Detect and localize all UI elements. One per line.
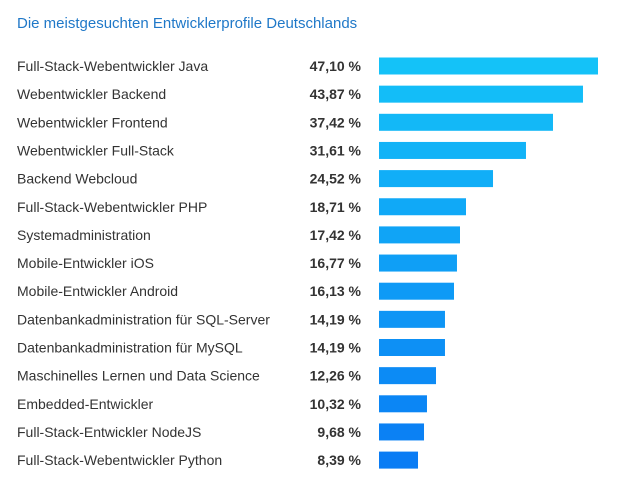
bar	[379, 85, 583, 103]
category-label: Webentwickler Full-Stack	[17, 142, 175, 158]
category-label: Full-Stack-Entwickler NodeJS	[17, 424, 201, 440]
category-label: Datenbankadministration für MySQL	[17, 340, 243, 356]
bar	[379, 310, 445, 328]
category-label: Systemadministration	[17, 227, 151, 243]
category-label: Mobile-Entwickler Android	[17, 283, 178, 299]
category-label: Mobile-Entwickler iOS	[17, 255, 154, 271]
category-label: Datenbankadministration für SQL-Server	[17, 311, 270, 327]
bar	[379, 395, 427, 413]
bar	[379, 57, 598, 75]
value-label: 18,71 %	[310, 199, 362, 215]
bar	[379, 141, 526, 159]
category-label: Full-Stack-Webentwickler Java	[17, 58, 208, 74]
category-label: Backend Webcloud	[17, 171, 137, 187]
value-label: 12,26 %	[310, 368, 362, 384]
bar	[379, 282, 454, 300]
category-label: Full-Stack-Webentwickler PHP	[17, 199, 207, 215]
bar	[379, 226, 460, 244]
bar	[379, 198, 466, 216]
bar	[379, 451, 419, 469]
bar	[379, 367, 437, 385]
category-label: Full-Stack-Webentwickler Python	[17, 452, 222, 468]
category-label: Webentwickler Frontend	[17, 114, 168, 130]
category-label: Webentwickler Backend	[17, 86, 166, 102]
value-label: 14,19 %	[310, 340, 362, 356]
bar	[379, 339, 445, 356]
value-label: 16,77 %	[310, 255, 362, 271]
bar	[379, 170, 494, 188]
chart-title: Die meistgesuchten Entwicklerprofile Deu…	[17, 15, 358, 32]
value-label: 31,61 %	[310, 142, 362, 158]
value-label: 37,42 %	[310, 114, 362, 130]
bar	[379, 254, 457, 272]
value-label: 10,32 %	[310, 396, 362, 412]
value-label: 8,39 %	[317, 452, 361, 468]
value-label: 16,13 %	[310, 283, 362, 299]
bar	[379, 423, 425, 441]
bar	[379, 113, 553, 131]
value-label: 14,19 %	[310, 311, 362, 327]
value-label: 47,10 %	[310, 58, 362, 74]
value-label: 9,68 %	[317, 424, 361, 440]
category-label: Maschinelles Lernen und Data Science	[17, 368, 260, 384]
value-label: 24,52 %	[310, 171, 362, 187]
value-label: 43,87 %	[310, 86, 362, 102]
value-label: 17,42 %	[310, 227, 362, 243]
category-label: Embedded-Entwickler	[17, 396, 154, 412]
